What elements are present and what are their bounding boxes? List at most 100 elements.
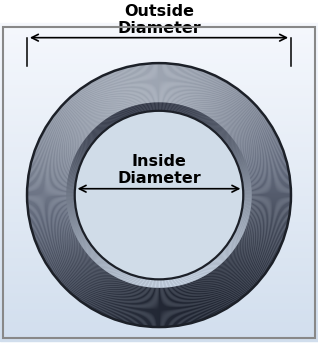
Wedge shape [243, 196, 252, 197]
Wedge shape [94, 80, 118, 122]
Wedge shape [166, 103, 168, 111]
Wedge shape [139, 64, 147, 112]
Wedge shape [66, 201, 75, 202]
Wedge shape [153, 279, 156, 327]
Wedge shape [30, 168, 77, 178]
Wedge shape [71, 166, 79, 170]
Wedge shape [127, 277, 140, 323]
Bar [0, 291, 318, 292]
Wedge shape [37, 227, 81, 247]
Bar [0, 151, 318, 152]
Wedge shape [236, 140, 280, 161]
Wedge shape [182, 68, 197, 114]
Wedge shape [239, 166, 247, 169]
Wedge shape [52, 244, 91, 273]
Bar [0, 120, 318, 122]
Wedge shape [125, 109, 129, 117]
Wedge shape [148, 279, 149, 287]
Wedge shape [239, 167, 248, 170]
Wedge shape [224, 136, 231, 142]
Bar [0, 111, 318, 112]
Wedge shape [29, 209, 76, 218]
Wedge shape [224, 110, 261, 141]
Wedge shape [118, 271, 122, 278]
Wedge shape [175, 65, 185, 112]
Wedge shape [201, 268, 226, 310]
Wedge shape [234, 136, 278, 158]
Wedge shape [134, 278, 144, 325]
Wedge shape [214, 258, 247, 295]
Wedge shape [91, 81, 116, 123]
Wedge shape [82, 242, 90, 248]
Wedge shape [148, 103, 150, 111]
Bar [0, 273, 318, 275]
Wedge shape [80, 263, 110, 302]
Wedge shape [55, 113, 93, 143]
Wedge shape [204, 266, 209, 274]
Bar [0, 302, 318, 303]
Wedge shape [99, 259, 105, 266]
Wedge shape [31, 217, 78, 231]
Wedge shape [242, 173, 289, 182]
Wedge shape [240, 172, 249, 175]
Wedge shape [103, 121, 109, 128]
Wedge shape [81, 263, 110, 303]
Wedge shape [67, 182, 76, 184]
Wedge shape [66, 190, 75, 191]
Wedge shape [243, 202, 251, 204]
Wedge shape [80, 146, 87, 151]
Wedge shape [35, 150, 80, 167]
Wedge shape [238, 223, 246, 227]
Wedge shape [232, 236, 274, 261]
Wedge shape [108, 117, 114, 125]
Wedge shape [31, 161, 78, 174]
Bar [0, 240, 318, 241]
Wedge shape [226, 246, 265, 275]
Wedge shape [200, 80, 224, 122]
Wedge shape [144, 104, 147, 112]
Wedge shape [162, 102, 163, 111]
Wedge shape [46, 239, 88, 265]
Wedge shape [80, 88, 109, 127]
Wedge shape [145, 64, 151, 111]
Wedge shape [59, 250, 95, 282]
Wedge shape [232, 149, 240, 154]
Wedge shape [211, 92, 242, 130]
Wedge shape [82, 143, 89, 149]
Wedge shape [243, 183, 251, 186]
Wedge shape [227, 118, 267, 147]
Bar [0, 58, 318, 60]
Wedge shape [87, 136, 94, 142]
Bar [0, 233, 318, 235]
Bar [0, 114, 318, 116]
Wedge shape [212, 260, 243, 298]
Wedge shape [239, 220, 247, 224]
Wedge shape [241, 212, 288, 223]
Wedge shape [27, 193, 75, 195]
Wedge shape [46, 238, 87, 264]
Wedge shape [127, 274, 130, 282]
Wedge shape [133, 66, 143, 112]
Wedge shape [117, 275, 133, 321]
Wedge shape [207, 264, 235, 304]
Wedge shape [186, 275, 203, 320]
Bar [0, 144, 318, 146]
Wedge shape [171, 278, 174, 287]
Bar [0, 295, 318, 297]
Wedge shape [73, 227, 81, 231]
Wedge shape [210, 90, 240, 129]
Wedge shape [141, 278, 143, 286]
Bar [0, 60, 318, 61]
Bar [0, 125, 318, 127]
Wedge shape [121, 110, 125, 119]
Bar [0, 142, 318, 144]
Bar [0, 235, 318, 236]
Wedge shape [237, 143, 281, 163]
Wedge shape [216, 127, 222, 134]
Wedge shape [58, 249, 95, 281]
Wedge shape [138, 278, 147, 326]
Wedge shape [206, 265, 212, 272]
Bar [0, 81, 318, 82]
Wedge shape [68, 210, 76, 212]
Wedge shape [150, 279, 154, 327]
